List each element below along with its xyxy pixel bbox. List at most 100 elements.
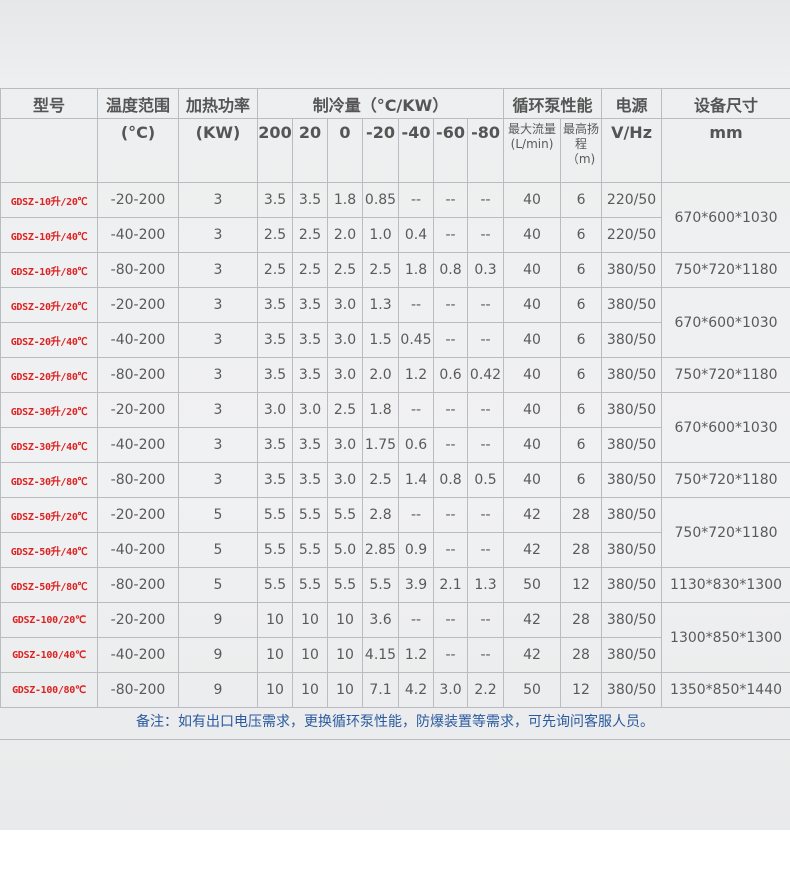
- size-cell: 750*720*1180: [661, 357, 790, 393]
- head-cell: 28: [560, 602, 603, 638]
- cooling-cell: 1.3: [362, 287, 399, 323]
- supply-cell: 380/50: [601, 672, 663, 708]
- temp-range-cell: -20-200: [97, 182, 179, 218]
- head-cell: 6: [560, 252, 603, 288]
- cooling-cell: 5.5: [257, 497, 293, 533]
- supply-cell: 380/50: [601, 392, 663, 428]
- model-cell: GDSZ-10升/80℃: [0, 252, 98, 288]
- cooling-cell: --: [433, 532, 468, 568]
- cooling-cell: 0.6: [398, 427, 434, 463]
- flow-cell: 50: [503, 567, 562, 603]
- supply-cell: 220/50: [601, 182, 663, 218]
- cooling-cell: 3.0: [327, 322, 363, 358]
- heat-power-cell: 9: [178, 637, 258, 673]
- cooling-cell: 2.5: [362, 252, 399, 288]
- header-pump: 循环泵性能: [503, 88, 603, 119]
- flow-cell: 42: [503, 602, 562, 638]
- cooling-cell: 3.0: [327, 357, 363, 393]
- header-cooling-temp: -20: [362, 118, 399, 183]
- flow-cell: 50: [503, 672, 562, 708]
- cooling-cell: 10: [257, 672, 293, 708]
- heat-power-cell: 3: [178, 287, 258, 323]
- cooling-cell: 3.5: [292, 462, 328, 498]
- cooling-cell: 5.5: [292, 567, 328, 603]
- cooling-cell: 2.8: [362, 497, 399, 533]
- model-cell: GDSZ-50升/40℃: [0, 532, 98, 568]
- header-cooling-temp: 0: [327, 118, 363, 183]
- head-cell: 28: [560, 497, 603, 533]
- cooling-cell: 2.85: [362, 532, 399, 568]
- temp-range-cell: -80-200: [97, 567, 179, 603]
- header-power-supply: 电源: [601, 88, 663, 119]
- cooling-cell: 10: [327, 672, 363, 708]
- heat-power-cell: 9: [178, 602, 258, 638]
- supply-cell: 380/50: [601, 252, 663, 288]
- heat-power-cell: 5: [178, 567, 258, 603]
- model-cell: GDSZ-10升/40℃: [0, 217, 98, 253]
- head-cell: 6: [560, 322, 603, 358]
- flow-cell: 42: [503, 532, 562, 568]
- header-temp-range: 温度范围: [97, 88, 179, 119]
- cooling-cell: 0.4: [398, 217, 434, 253]
- cooling-cell: 2.2: [466, 672, 505, 708]
- cooling-cell: --: [466, 532, 505, 568]
- cooling-cell: 5.5: [292, 497, 328, 533]
- cooling-cell: 10: [292, 672, 328, 708]
- cooling-cell: 0.42: [466, 357, 505, 393]
- heat-power-cell: 3: [178, 427, 258, 463]
- cooling-cell: --: [466, 602, 505, 638]
- cooling-cell: 10: [257, 637, 293, 673]
- table-row: GDSZ-100/20℃ -20-200 9 10 10 10 3.6 -- -- -- 42 28 3…: [0, 602, 790, 673]
- header-cooling-temp: -80: [466, 118, 505, 183]
- supply-cell: 380/50: [601, 637, 663, 673]
- cooling-cell: --: [433, 392, 468, 428]
- cooling-cell: --: [433, 217, 468, 253]
- cooling-cell: 2.5: [327, 392, 363, 428]
- model-cell: GDSZ-30升/40℃: [0, 427, 98, 463]
- heat-power-cell: 3: [178, 322, 258, 358]
- supply-cell: 380/50: [601, 427, 663, 463]
- flow-cell: 40: [503, 217, 562, 253]
- size-cell: 750*720*1180: [661, 252, 790, 288]
- cooling-cell: 10: [292, 637, 328, 673]
- supply-cell: 380/50: [601, 567, 663, 603]
- cooling-cell: 1.5: [362, 322, 399, 358]
- header-model: 型号: [0, 88, 98, 119]
- head-cell: 28: [560, 532, 603, 568]
- model-cell: GDSZ-20升/20℃: [0, 287, 98, 323]
- cooling-cell: 5.5: [292, 532, 328, 568]
- temp-range-cell: -20-200: [97, 287, 179, 323]
- cooling-cell: 3.0: [257, 392, 293, 428]
- model-cell: GDSZ-100/20℃: [0, 602, 98, 638]
- cooling-cell: --: [433, 637, 468, 673]
- cooling-cell: 1.75: [362, 427, 399, 463]
- cooling-cell: --: [433, 497, 468, 533]
- flow-cell: 40: [503, 392, 562, 428]
- heat-power-cell: 3: [178, 392, 258, 428]
- header-cooling-temp: -60: [433, 118, 468, 183]
- cooling-cell: --: [398, 392, 434, 428]
- cooling-cell: --: [433, 287, 468, 323]
- cooling-cell: --: [466, 287, 505, 323]
- heat-power-cell: 5: [178, 532, 258, 568]
- heat-power-cell: 3: [178, 252, 258, 288]
- header-cooling-temp: 200: [257, 118, 293, 183]
- head-cell: 28: [560, 637, 603, 673]
- table-row: GDSZ-50升/80℃ -80-200 5 5.5 5.5 5.5 5.5 3.9 2.1 1.…: [0, 567, 790, 603]
- cooling-cell: 1.2: [398, 637, 434, 673]
- header-cooling-temp: 20: [292, 118, 328, 183]
- cooling-cell: --: [466, 392, 505, 428]
- header-heat-unit: (KW): [178, 118, 258, 183]
- head-cell: 6: [560, 217, 603, 253]
- table-row: GDSZ-20升/80℃ -80-200 3 3.5 3.5 3.0 2.0 1.2 0.6 0.…: [0, 357, 790, 393]
- flow-cell: 42: [503, 497, 562, 533]
- cooling-cell: 7.1: [362, 672, 399, 708]
- header-cooling: 制冷量（°C/KW）: [256, 88, 505, 119]
- cooling-cell: 3.5: [257, 287, 293, 323]
- temp-range-cell: -80-200: [97, 357, 179, 393]
- cooling-cell: 0.85: [362, 182, 399, 218]
- size-cell: 1350*850*1440: [661, 672, 790, 708]
- header-heat-power: 加热功率: [178, 88, 258, 119]
- cooling-cell: 2.5: [292, 217, 328, 253]
- cooling-cell: 2.5: [292, 252, 328, 288]
